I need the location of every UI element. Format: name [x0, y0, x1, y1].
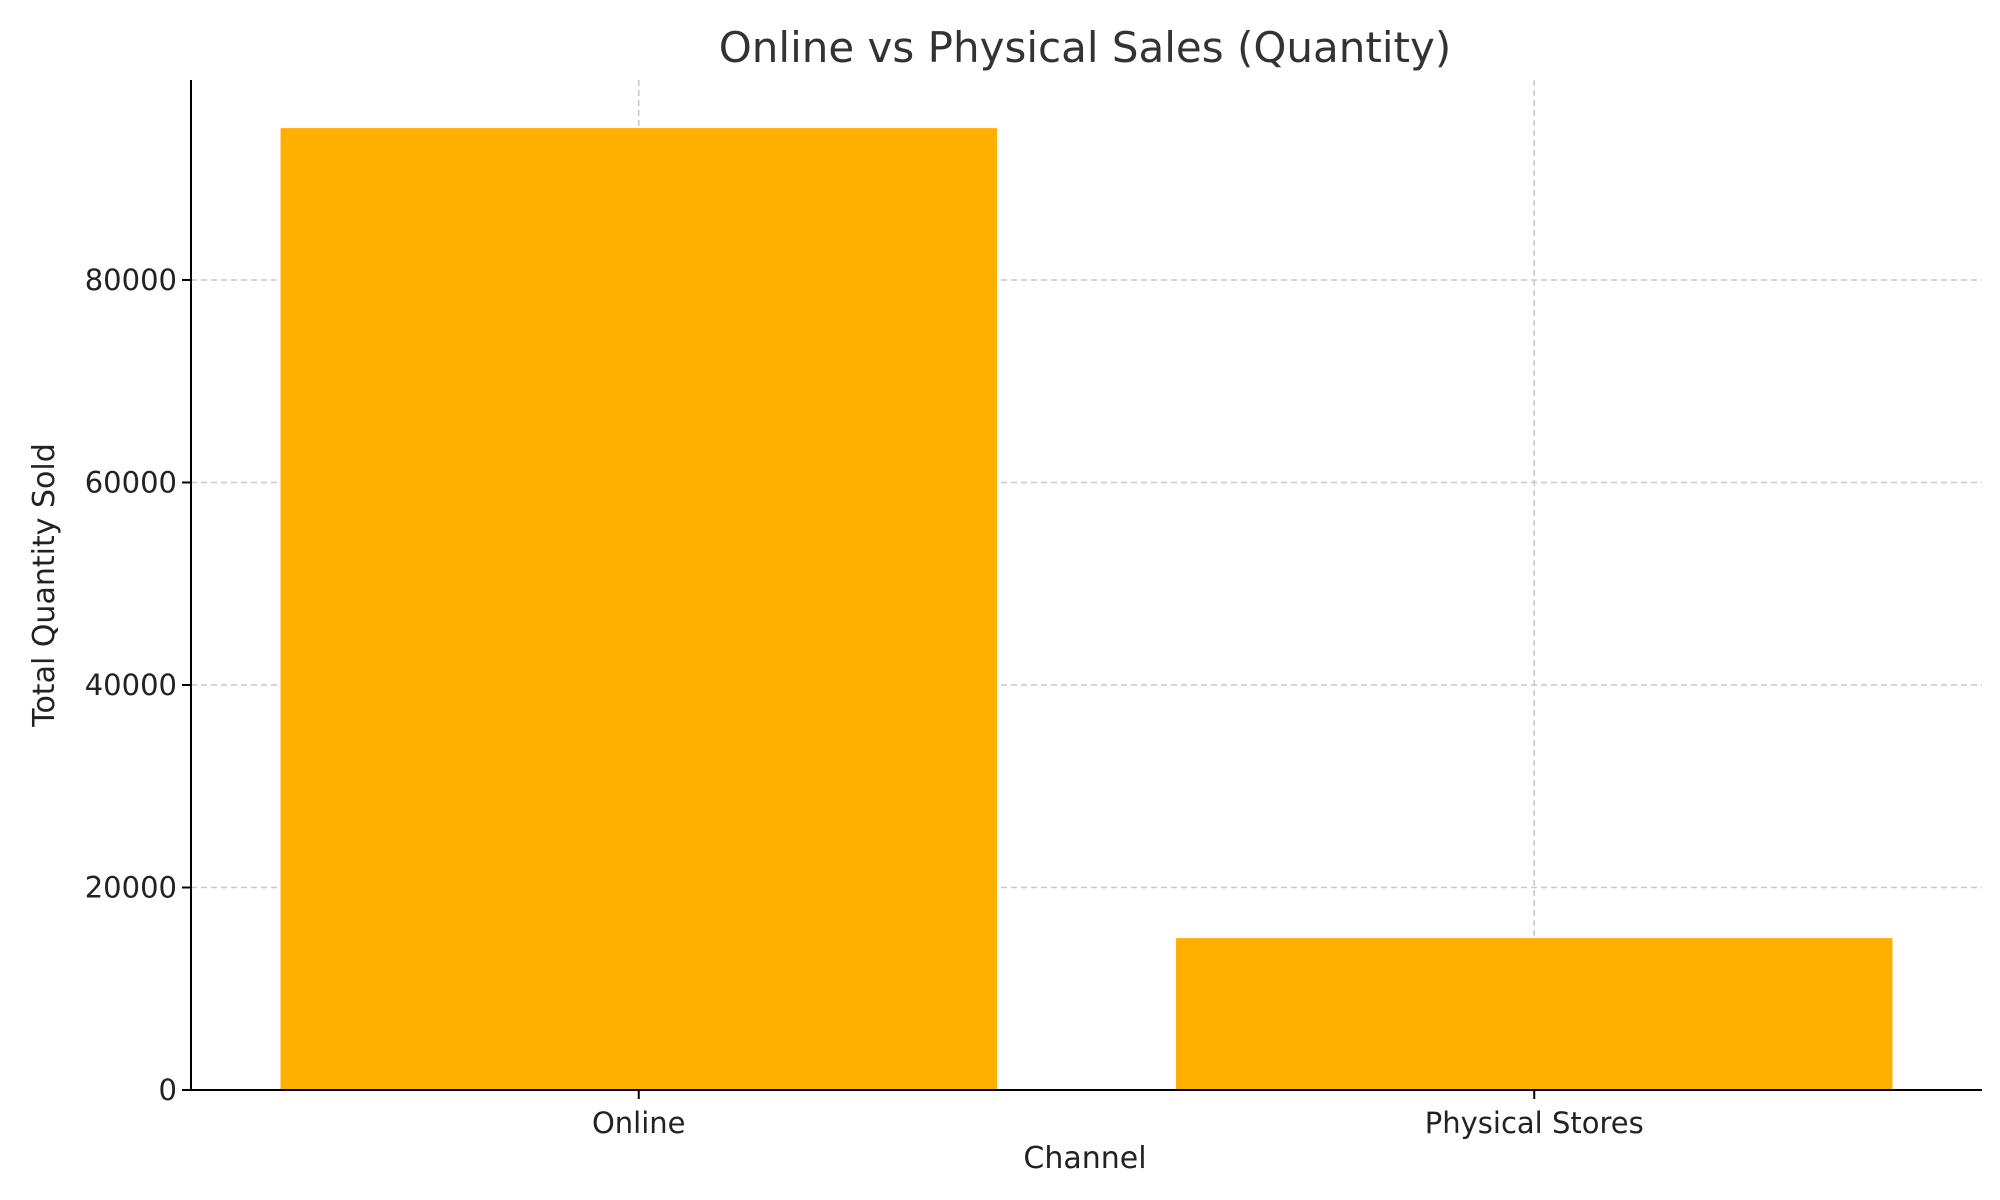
- x-ticks: Online Physical Stores: [592, 1090, 1644, 1140]
- y-tick-label: 0: [159, 1073, 177, 1107]
- y-axis-label: Total Quantity Sold: [27, 443, 62, 728]
- y-tick-label: 80000: [85, 263, 177, 297]
- axes: [190, 80, 1982, 1091]
- bar-physical-stores: [1176, 938, 1893, 1090]
- bar-online: [280, 128, 997, 1091]
- x-axis-label: Channel: [1023, 1141, 1146, 1176]
- x-tick-label: Online: [592, 1106, 686, 1140]
- y-tick-label: 20000: [85, 870, 177, 904]
- chart-title: Online vs Physical Sales (Quantity): [719, 23, 1452, 72]
- y-tick-label: 60000: [85, 465, 177, 499]
- x-tick-label: Physical Stores: [1425, 1106, 1644, 1140]
- y-ticks: 0 20000 40000 60000 80000: [85, 263, 191, 1107]
- y-tick-label: 40000: [85, 668, 177, 702]
- bars: [280, 128, 1893, 1091]
